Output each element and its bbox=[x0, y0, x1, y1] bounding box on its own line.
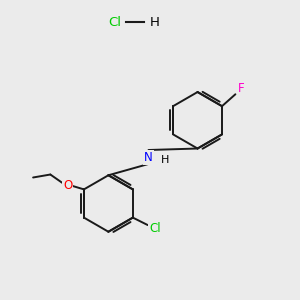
Text: Cl: Cl bbox=[108, 16, 121, 29]
Text: F: F bbox=[238, 82, 244, 95]
Text: O: O bbox=[63, 179, 72, 192]
Text: H: H bbox=[161, 155, 169, 165]
Text: Cl: Cl bbox=[149, 222, 161, 235]
Text: N: N bbox=[144, 151, 153, 164]
Text: H: H bbox=[149, 16, 159, 29]
